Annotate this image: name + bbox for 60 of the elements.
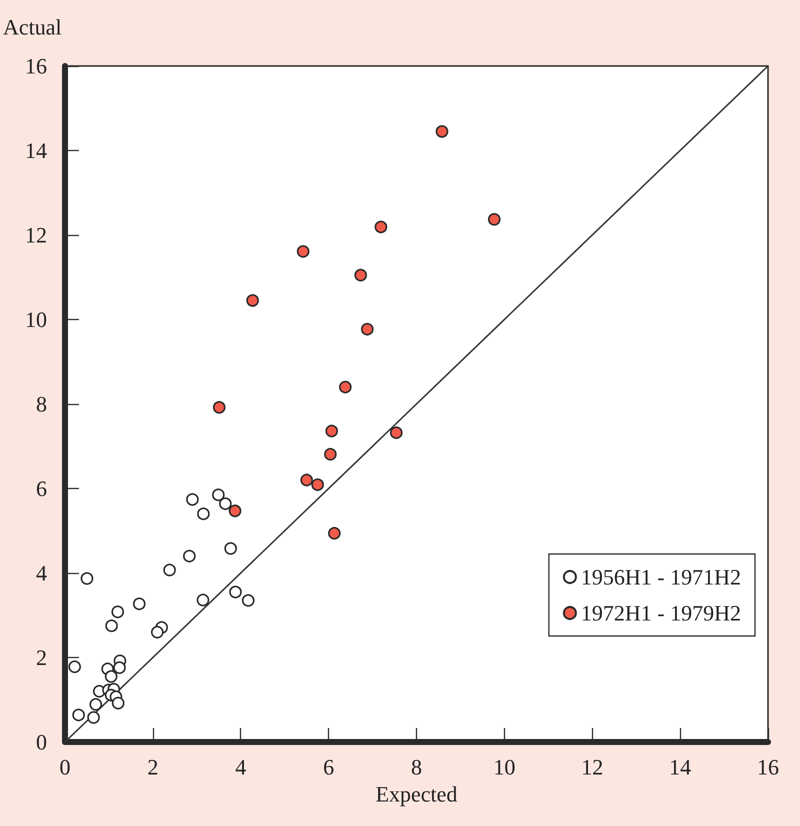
point: [311, 478, 324, 491]
point: [197, 508, 210, 520]
point: [132, 598, 146, 610]
y-tick-label: 8: [36, 392, 47, 416]
point: [228, 504, 242, 518]
point: [186, 493, 199, 506]
x-tick-label: 16: [757, 754, 779, 780]
point: [374, 220, 388, 234]
y-tick-label: 14: [25, 138, 47, 163]
x-tick-label: 12: [581, 754, 604, 780]
legend-label: 1972H1 - 1979H2: [580, 600, 742, 626]
x-tick-label: 6: [323, 754, 334, 780]
point: [212, 488, 225, 502]
point: [436, 125, 448, 138]
point: [113, 661, 126, 674]
y-tick-label: 6: [36, 476, 47, 501]
point: [361, 322, 374, 336]
point: [246, 294, 259, 307]
x-tick-label: 10: [493, 754, 516, 780]
point: [224, 542, 237, 555]
point: [87, 711, 100, 724]
point: [242, 594, 255, 607]
y-tick-label: 2: [36, 645, 47, 670]
x-tick-label: 14: [669, 754, 692, 780]
point: [150, 626, 164, 638]
point: [104, 670, 118, 683]
point: [68, 660, 81, 674]
point: [229, 586, 242, 598]
point: [324, 448, 337, 461]
y-tick-label: 0: [36, 730, 47, 754]
point: [163, 564, 176, 576]
x-tick-label: 0: [60, 754, 70, 780]
point: [219, 497, 232, 510]
point: [325, 424, 338, 438]
y-axis-title: Actual: [3, 14, 62, 40]
point: [105, 620, 118, 632]
point: [339, 380, 352, 394]
point: [300, 474, 313, 486]
point: [390, 426, 403, 440]
y-tick-label: 12: [25, 222, 47, 248]
point: [212, 401, 226, 414]
point: [80, 572, 94, 585]
legend-label: 1956H1 - 1971H2: [580, 564, 742, 590]
x-axis-title: Expected: [376, 781, 458, 806]
point: [112, 696, 124, 710]
x-tick-label: 8: [411, 754, 422, 780]
x-tick-label: 4: [235, 754, 246, 780]
point: [183, 550, 196, 562]
y-tick-label: 10: [25, 307, 47, 332]
x-tick-label: 2: [147, 754, 158, 780]
point: [354, 268, 367, 282]
point: [488, 213, 501, 226]
point: [111, 606, 124, 618]
y-tick-label: 4: [36, 560, 47, 586]
point: [196, 594, 210, 606]
point: [296, 245, 310, 258]
y-tick-label: 16: [25, 54, 47, 78]
point: [328, 526, 341, 540]
point: [72, 708, 85, 722]
point: [89, 698, 102, 711]
